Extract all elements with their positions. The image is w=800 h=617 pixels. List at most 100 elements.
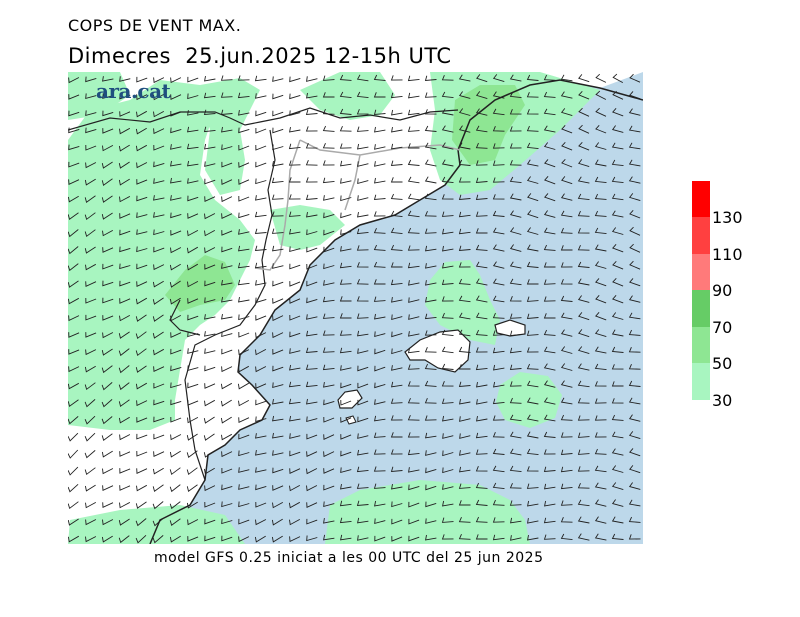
wind-barb <box>135 297 148 305</box>
wind-barb <box>170 399 182 406</box>
wind-barb <box>577 466 590 472</box>
colorbar-label-130: 130 <box>712 208 743 227</box>
wind-barb <box>68 349 80 355</box>
wind-barb <box>476 382 488 388</box>
wind-barb <box>509 296 522 302</box>
wind-barb <box>356 109 369 115</box>
wind-barb <box>340 229 352 236</box>
wind-barb <box>170 434 182 441</box>
wind-barb <box>255 416 267 423</box>
wind-barb <box>526 92 539 98</box>
wind-barb <box>356 262 369 268</box>
wind-barb <box>492 415 505 421</box>
wind-barb <box>390 177 403 183</box>
wind-barb <box>306 416 318 423</box>
wind-barb <box>238 450 250 457</box>
wind-barb <box>543 517 556 524</box>
wind-barb <box>323 451 335 458</box>
wind-barb <box>323 280 335 286</box>
wind-barb <box>577 499 590 507</box>
wind-barb <box>340 434 352 440</box>
wind-barb <box>373 244 386 251</box>
wind-barb <box>458 329 471 337</box>
wind-barb <box>628 329 641 336</box>
wind-barb <box>340 417 352 423</box>
wind-barb <box>288 160 301 166</box>
wind-barb <box>356 296 369 302</box>
wind-barb <box>136 417 148 423</box>
wind-barb <box>509 313 522 319</box>
wind-barb <box>169 297 181 305</box>
wind-barb <box>204 230 216 237</box>
wind-barb <box>238 400 250 407</box>
wind-barb <box>373 466 386 472</box>
wind-barb <box>119 434 131 441</box>
wind-barb <box>272 298 284 304</box>
wind-barb <box>578 107 590 117</box>
wind-barb <box>408 467 420 473</box>
wind-barb <box>102 230 114 237</box>
wind-barb <box>68 483 79 493</box>
wind-barb <box>187 365 199 372</box>
wind-barb <box>255 280 267 286</box>
wind-barb <box>611 431 624 439</box>
wind-barb <box>628 312 641 320</box>
wind-barb <box>203 450 215 458</box>
wind-barb <box>289 127 301 133</box>
wind-barb <box>526 466 539 472</box>
wind-barb <box>526 227 539 235</box>
wind-barb <box>357 178 369 185</box>
wind-barb <box>221 246 233 253</box>
wind-barb <box>458 142 471 150</box>
wind-barb <box>373 449 386 455</box>
wind-barb <box>424 347 437 353</box>
wind-barb <box>187 331 199 338</box>
wind-barb <box>527 535 539 541</box>
wind-barb <box>595 278 607 287</box>
wind-barb <box>289 246 301 253</box>
wind-barb <box>289 263 301 270</box>
wind-barb <box>492 74 505 83</box>
wind-barb <box>628 125 641 133</box>
wind-barb <box>391 536 403 542</box>
wind-barb <box>306 433 318 440</box>
wind-barb <box>340 212 352 219</box>
wind-barb <box>391 501 403 508</box>
wind-barb <box>306 314 318 320</box>
wind-barb <box>118 348 130 357</box>
wind-barb <box>68 366 80 373</box>
wind-barb <box>322 313 335 319</box>
wind-barb <box>441 346 454 354</box>
wind-barb <box>119 93 131 100</box>
wind-barb <box>560 517 573 523</box>
wind-barb <box>407 210 420 218</box>
wind-barb <box>560 500 573 506</box>
wind-barb <box>255 467 267 473</box>
wind-barb <box>373 228 386 234</box>
wind-barb <box>289 519 301 526</box>
wind-barb <box>509 500 522 506</box>
wind-barb <box>611 414 624 421</box>
wind-barb <box>475 244 488 251</box>
gust-area-strong-west <box>165 255 235 312</box>
wind-barb <box>170 416 182 423</box>
wind-barb <box>628 142 641 150</box>
wind-barb <box>221 179 233 185</box>
wind-barb <box>272 315 284 322</box>
wind-barb <box>221 433 233 441</box>
wind-barb <box>425 297 437 303</box>
wind-barb <box>254 228 267 235</box>
wind-barb <box>407 347 420 354</box>
wind-barb <box>357 143 369 150</box>
wind-barb <box>237 262 250 269</box>
wind-barb <box>136 212 148 219</box>
wind-barb <box>322 125 335 132</box>
wind-barb <box>186 467 198 476</box>
wind-barb <box>187 400 199 406</box>
wind-barb <box>578 159 590 168</box>
wind-barb <box>595 125 607 134</box>
wind-barb <box>118 382 130 391</box>
wind-barb <box>356 74 369 82</box>
wind-barb <box>543 380 556 388</box>
wind-barb <box>306 92 318 99</box>
